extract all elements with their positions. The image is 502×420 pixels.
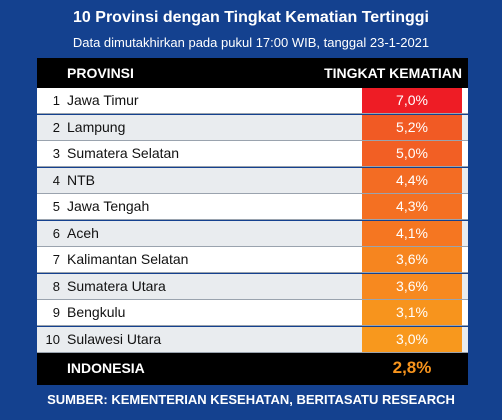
row-rank: 9 [52,305,60,320]
row-rate-cell: 4,1% [362,220,462,246]
row-rank: 10 [45,331,60,347]
table-row: 4 NTB 4,4% [37,167,468,194]
row-rank: 4 [52,172,60,188]
row-rank: 2 [52,119,60,135]
row-rate-cell: 5,2% [362,114,462,140]
chart-subtitle: Data dimutakhirkan pada pukul 17:00 WIB,… [72,35,430,50]
row-rate-cell: 7,0% [362,88,462,113]
row-province: Jawa Tengah [67,198,150,214]
chart-title: 10 Provinsi dengan Tingkat Kematian Tert… [73,9,429,26]
table-row: 8 Sumatera Utara 3,6% [37,273,468,300]
total-rate: 2,8% [392,358,432,377]
table-row: 2 Lampung 5,2% [37,114,468,141]
source-note: SUMBER: KEMENTERIAN KESEHATAN, BERITASAT… [47,392,455,407]
row-rank: 3 [52,146,60,161]
row-province: Sumatera Utara [67,277,166,294]
row-province: Bengkulu [67,304,126,320]
row-rank: 5 [52,199,60,214]
row-province: Jawa Timur [67,92,139,108]
total-row: INDONESIA 2,8% [37,353,468,385]
header-rate: TINGKAT KEMATIAN [324,65,462,81]
row-rate-cell: 5,0% [362,141,462,166]
row-rank: 8 [52,278,60,294]
total-province: INDONESIA [67,360,145,376]
row-rate-cell: 3,6% [362,247,462,272]
header-province: PROVINSI [67,65,134,81]
row-rate-cell: 3,0% [362,326,462,352]
table-row: 3 Sumatera Selatan 5,0% [37,141,468,167]
table-row: 9 Bengkulu 3,1% [37,300,468,326]
row-province: Sulawesi Utara [67,330,162,347]
table-row: 1 Jawa Timur 7,0% [37,88,468,114]
table-row: 6 Aceh 4,1% [37,220,468,247]
row-rank: 7 [52,252,60,267]
data-table: PROVINSI TINGKAT KEMATIAN 1 Jawa Timur 7,0… [37,58,468,385]
table-header: PROVINSI TINGKAT KEMATIAN [37,58,468,88]
row-province: Aceh [67,224,99,241]
row-rank: 1 [52,93,60,108]
row-province: NTB [67,171,95,188]
table-row: 7 Kalimantan Selatan 3,6% [37,247,468,273]
row-province: Kalimantan Selatan [67,251,189,267]
table-row: 10 Sulawesi Utara 3,0% [37,326,468,353]
row-rank: 6 [52,225,60,241]
row-rate-cell: 4,3% [362,194,462,219]
row-province: Lampung [67,118,126,135]
row-rate-cell: 3,1% [362,300,462,325]
row-rate-cell: 4,4% [362,167,462,193]
row-province: Sumatera Selatan [67,145,180,161]
row-rate-cell: 3,6% [362,273,462,299]
table-row: 5 Jawa Tengah 4,3% [37,194,468,220]
